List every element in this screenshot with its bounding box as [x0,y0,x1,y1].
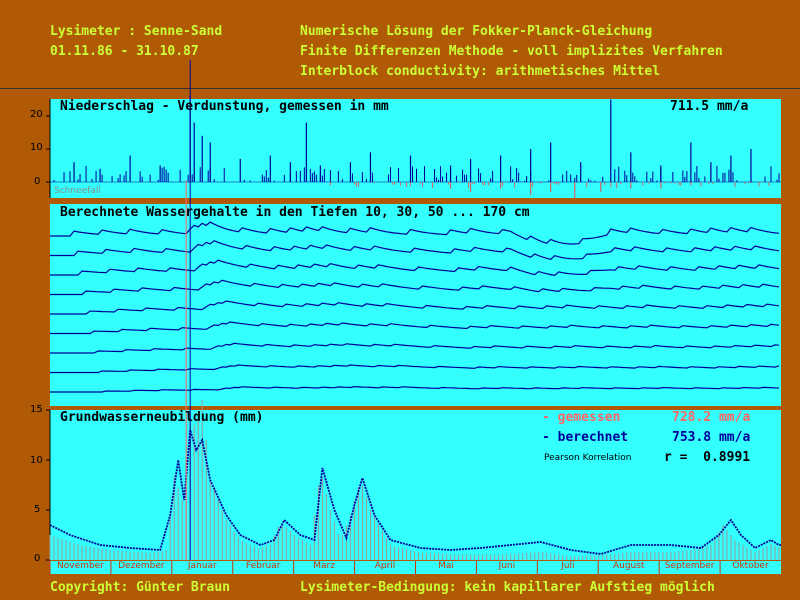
month-label: Dezember [118,561,165,571]
recharge-ytick-10: 10 [30,455,43,466]
water-content-curve-110cm [50,321,780,335]
month-label: Marz [313,561,335,571]
legend-measured-value: 728.2 mm/a [672,410,751,425]
water-content-panel [50,204,781,406]
snowfall-note: Schneefall [54,186,101,196]
water-content-curve-130cm [50,342,780,354]
copyright: Copyright: Günter Braun [50,580,231,595]
recharge-panel [50,410,781,560]
recharge-ytick-5: 5 [34,504,41,515]
pearson-r-value: r = 0.8991 [664,450,751,465]
water-content-curve-90cm [50,300,780,315]
month-label: August [612,561,645,571]
month-label: Juni [498,561,516,571]
month-label: September [664,561,715,571]
precip-panel-title: Niederschlag - Verdunstung, gemessen in … [60,99,389,114]
site-title: Lysimeter : Senne-Sand [50,24,223,39]
month-label: Juli [561,561,575,571]
header-line-3: Interblock conductivity: arithmetisches … [300,64,661,79]
water-content-curve-30cm [50,240,780,260]
water-content-curve-150cm [50,364,780,374]
legend-computed: - berechnet [542,430,629,445]
water-content-curve-10cm [50,221,780,245]
month-label: Oktober [732,561,769,571]
header-separator [0,88,800,89]
recharge-ytick-15: 15 [30,404,43,415]
water-content-curve-50cm [50,259,780,276]
precip-ytick-0: 0 [34,176,41,187]
header-line-1: Numerische Lösung der Fokker-Planck-Glei… [300,24,653,39]
recharge-computed-line [49,429,781,555]
month-label: Mai [438,561,454,571]
water-content-curve-170cm [50,386,780,393]
precip-total: 711.5 mm/a [670,99,749,114]
month-label: Januar [187,561,217,571]
month-label: April [374,561,396,571]
precip-panel [50,99,781,198]
precip-ytick-20: 20 [30,109,43,120]
precip-ytick-10: 10 [30,142,43,153]
month-label: Februar [245,561,281,571]
pearson-label: Pearson Korrelation [544,453,632,463]
legend-measured: - gemessen [542,410,621,425]
water-content-panel-title: Berechnete Wassergehalte in den Tiefen 1… [60,205,530,220]
month-label: November [57,561,104,571]
lysimeter-condition: Lysimeter-Bedingung: kein kapillarer Auf… [300,580,715,595]
water-content-curve-70cm [50,279,780,296]
recharge-panel-title: Grundwasserneubildung (mm) [60,410,264,425]
legend-computed-value: 753.8 mm/a [672,430,751,445]
period: 01.11.86 - 31.10.87 [50,44,199,59]
recharge-ytick-0: 0 [34,553,41,564]
header-line-2: Finite Differenzen Methode - voll impliz… [300,44,723,59]
